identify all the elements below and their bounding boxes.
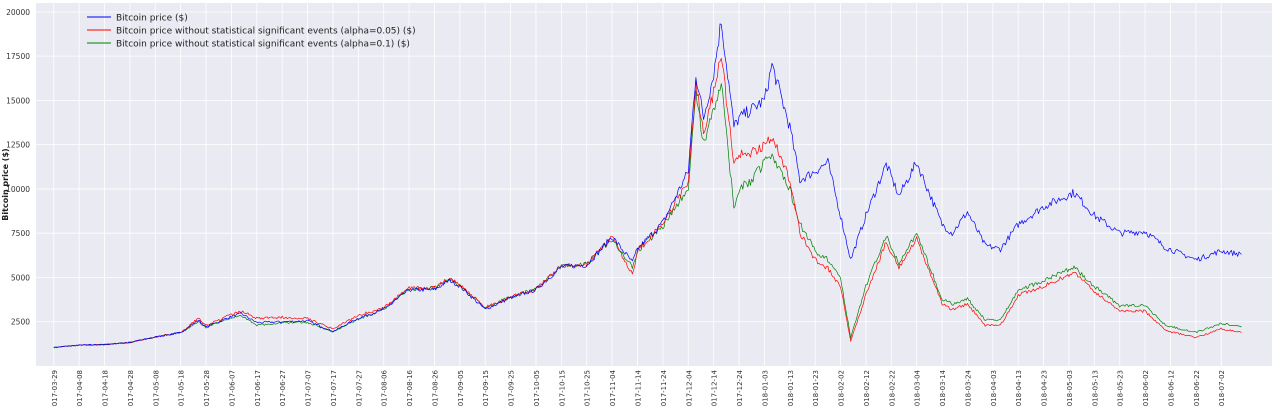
x-tick-label: 2018-02-12: [863, 370, 871, 407]
x-tick-label: 2017-08-16: [406, 369, 414, 407]
series-line-0: [53, 23, 1242, 349]
x-tick-label: 2017-06-27: [279, 370, 287, 407]
x-tick-label: 2018-06-12: [1167, 370, 1175, 407]
x-tick-label: 2018-04-03: [990, 370, 998, 407]
x-tick-label: 2017-04-18: [102, 370, 110, 407]
x-tick-label: 2017-12-24: [736, 369, 744, 407]
x-tick-label: 2017-06-17: [254, 370, 262, 407]
x-tick-label: 2017-11-24: [660, 369, 668, 407]
x-tick-label: 2017-12-14: [711, 369, 719, 407]
y-tick-label: 10000: [6, 185, 30, 194]
grid-lines: [36, 3, 1272, 366]
legend-entry-1: Bitcoin price without statistical signif…: [116, 27, 416, 37]
y-tick-label: 20000: [6, 8, 30, 17]
x-tick-label: 2018-03-04: [914, 369, 922, 407]
y-tick-label: 5000: [11, 273, 30, 282]
x-tick-label: 2017-03-29: [51, 370, 59, 407]
x-tick-label: 2017-07-07: [305, 370, 313, 407]
x-tick-label: 2018-01-13: [787, 370, 795, 407]
x-tick-label: 2017-07-27: [355, 370, 363, 407]
x-tick-label: 2018-05-13: [1091, 370, 1099, 407]
x-tick-label: 2017-09-05: [457, 370, 465, 407]
x-tick-label: 2017-11-04: [609, 369, 617, 407]
x-tick-label: 2018-06-22: [1193, 370, 1201, 407]
axis-ticks: 2500 5000 7500 10000 12500 15000 17500 20000 201…: [6, 8, 1226, 411]
x-tick-label: 2018-01-03: [761, 370, 769, 407]
legend-entry-0: Bitcoin price ($): [116, 14, 188, 24]
x-tick-label: 2017-11-14: [635, 369, 643, 407]
x-tick-label: 2018-02-02: [838, 370, 846, 407]
x-tick-label: 2018-02-22: [888, 370, 896, 407]
x-tick-label: 2018-06-02: [1142, 370, 1150, 407]
x-tick-label: 2018-04-13: [1015, 370, 1023, 407]
y-tick-label: 17500: [6, 52, 30, 61]
x-tick-label: 2017-09-25: [508, 370, 516, 407]
x-tick-label: 2017-05-18: [178, 370, 186, 407]
x-tick-label: 2017-05-08: [152, 370, 160, 407]
x-tick-label: 2017-04-08: [76, 370, 84, 407]
y-axis-label: Bitcoin price ($): [1, 148, 10, 220]
x-tick-label: 2017-10-05: [533, 370, 541, 407]
x-tick-label: 2017-07-17: [330, 370, 338, 407]
y-tick-label: 7500: [11, 229, 30, 238]
y-tick-label: 2500: [11, 318, 30, 327]
series-line-1: [53, 58, 1242, 349]
plot-area: [36, 3, 1272, 366]
x-tick-label: 2017-10-15: [558, 370, 566, 407]
series-lines: [53, 23, 1242, 349]
x-tick-label: 2017-08-26: [431, 369, 439, 407]
x-tick-label: 2017-05-28: [203, 370, 211, 407]
x-tick-label: 2018-03-24: [964, 369, 972, 407]
x-tick-label: 2018-04-23: [1041, 370, 1049, 407]
x-tick-label: 2017-06-07: [228, 370, 236, 407]
x-tick-label: 2017-04-28: [127, 370, 135, 407]
x-tick-label: 2017-12-04: [685, 369, 693, 407]
x-tick-label: 2018-05-03: [1066, 370, 1074, 407]
legend-entry-2: Bitcoin price without statistical signif…: [116, 40, 410, 50]
series-line-2: [53, 83, 1242, 349]
x-tick-label: 2018-05-23: [1117, 370, 1125, 407]
x-tick-label: 2017-09-15: [482, 370, 490, 407]
x-tick-label: 2018-01-23: [812, 370, 820, 407]
x-tick-label: 2017-08-06: [381, 369, 389, 407]
legend: Bitcoin price ($) Bitcoin price without s…: [87, 14, 416, 50]
x-tick-label: 2018-03-14: [939, 369, 947, 407]
x-tick-label: 2017-10-25: [584, 370, 592, 407]
y-tick-label: 15000: [6, 96, 30, 105]
y-tick-label: 12500: [6, 141, 30, 150]
x-tick-label: 2018-07-02: [1218, 370, 1226, 407]
